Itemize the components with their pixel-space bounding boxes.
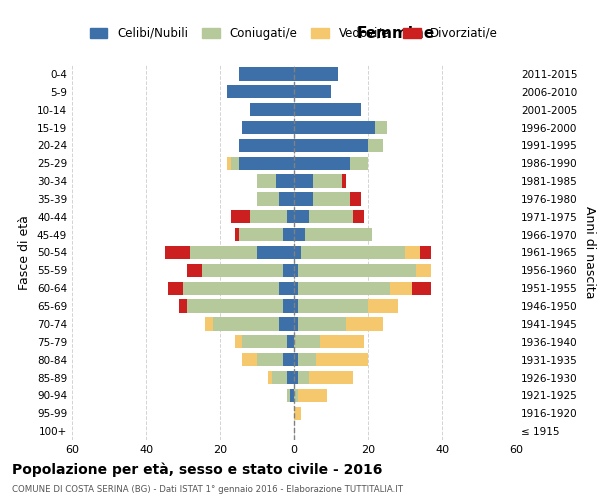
Bar <box>420 246 431 259</box>
Bar <box>298 353 316 366</box>
Bar <box>294 156 349 170</box>
Bar <box>212 317 279 330</box>
Bar <box>416 264 431 277</box>
Bar <box>342 174 346 188</box>
Bar <box>405 246 420 259</box>
Bar <box>294 121 376 134</box>
Bar <box>202 264 283 277</box>
Bar <box>294 388 298 402</box>
Bar <box>294 67 338 80</box>
Bar <box>368 300 398 313</box>
Bar <box>283 300 294 313</box>
Bar <box>349 192 361 205</box>
Bar <box>298 282 390 295</box>
Bar <box>287 371 294 384</box>
Bar <box>316 353 368 366</box>
Bar <box>257 192 279 205</box>
Bar <box>257 353 283 366</box>
Bar <box>257 174 275 188</box>
Bar <box>294 406 301 420</box>
Bar <box>164 246 190 259</box>
Bar <box>376 121 386 134</box>
Bar <box>187 300 283 313</box>
Bar <box>294 103 361 117</box>
Text: Femmine: Femmine <box>357 26 435 40</box>
Bar <box>309 371 353 384</box>
Bar <box>257 246 294 259</box>
Bar <box>283 264 294 277</box>
Bar <box>294 210 309 224</box>
Bar <box>298 371 309 384</box>
Bar <box>279 282 294 295</box>
Bar <box>179 300 187 313</box>
Bar <box>168 282 183 295</box>
Y-axis label: Fasce di età: Fasce di età <box>19 215 31 290</box>
Bar <box>309 210 353 224</box>
Bar <box>294 246 301 259</box>
Bar <box>235 335 242 348</box>
Bar <box>368 138 383 152</box>
Bar <box>287 388 290 402</box>
Bar <box>279 192 294 205</box>
Bar <box>239 67 294 80</box>
Bar <box>242 121 294 134</box>
Bar <box>287 335 294 348</box>
Bar <box>294 138 368 152</box>
Bar <box>205 317 212 330</box>
Bar <box>279 317 294 330</box>
Bar <box>298 317 346 330</box>
Bar <box>349 156 368 170</box>
Bar <box>227 156 231 170</box>
Bar <box>313 192 349 205</box>
Bar <box>283 353 294 366</box>
Y-axis label: Anni di nascita: Anni di nascita <box>583 206 596 298</box>
Bar <box>287 210 294 224</box>
Bar <box>294 371 298 384</box>
Text: COMUNE DI COSTA SERINA (BG) - Dati ISTAT 1° gennaio 2016 - Elaborazione TUTTITAL: COMUNE DI COSTA SERINA (BG) - Dati ISTAT… <box>12 485 403 494</box>
Bar <box>320 335 364 348</box>
Bar <box>353 210 364 224</box>
Bar <box>294 85 331 98</box>
Bar <box>294 300 298 313</box>
Bar <box>313 174 342 188</box>
Bar <box>231 156 239 170</box>
Text: Popolazione per età, sesso e stato civile - 2016: Popolazione per età, sesso e stato civil… <box>12 462 382 477</box>
Bar <box>294 192 313 205</box>
Bar <box>305 228 372 241</box>
Bar <box>290 388 294 402</box>
Bar <box>227 85 294 98</box>
Bar <box>298 300 368 313</box>
Bar <box>294 353 298 366</box>
Bar <box>412 282 431 295</box>
Bar <box>250 210 287 224</box>
Bar <box>235 228 239 241</box>
Bar <box>298 388 328 402</box>
Bar <box>298 264 416 277</box>
Bar <box>294 282 298 295</box>
Bar <box>294 317 298 330</box>
Bar <box>294 264 298 277</box>
Bar <box>187 264 202 277</box>
Bar <box>239 156 294 170</box>
Bar <box>294 335 320 348</box>
Bar <box>346 317 383 330</box>
Bar <box>190 246 257 259</box>
Bar <box>294 228 305 241</box>
Bar <box>239 138 294 152</box>
Bar <box>268 371 272 384</box>
Bar <box>242 335 287 348</box>
Bar <box>183 282 279 295</box>
Bar <box>231 210 250 224</box>
Bar <box>238 228 283 241</box>
Bar <box>283 228 294 241</box>
Bar <box>250 103 294 117</box>
Legend: Celibi/Nubili, Coniugati/e, Vedovi/e, Divorziati/e: Celibi/Nubili, Coniugati/e, Vedovi/e, Di… <box>85 22 503 44</box>
Bar <box>275 174 294 188</box>
Bar <box>294 174 313 188</box>
Bar <box>242 353 257 366</box>
Bar <box>272 371 287 384</box>
Bar <box>390 282 412 295</box>
Bar <box>301 246 405 259</box>
